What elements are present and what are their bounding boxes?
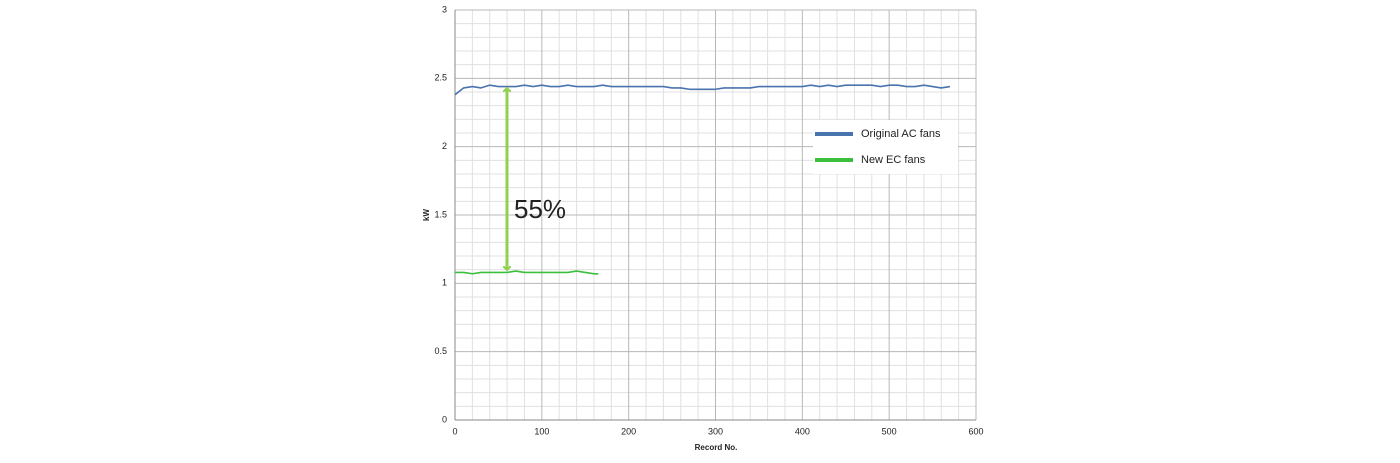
data-line <box>454 84 951 96</box>
y-tick-label: 1.5 <box>434 209 447 219</box>
annotation: 55% <box>514 194 566 224</box>
x-tick-label: 400 <box>795 426 810 436</box>
x-tick-label: 0 <box>452 426 457 436</box>
x-tick-label: 300 <box>708 426 723 436</box>
x-axis-label: Record No. <box>695 443 738 452</box>
x-tick-label: 200 <box>621 426 636 436</box>
y-tick-label: 2 <box>442 141 447 151</box>
y-tick-label: 0.5 <box>434 346 447 356</box>
legend: Original AC fans New EC fans <box>813 120 958 174</box>
y-tick-label: 0 <box>442 414 447 424</box>
legend-label: New EC fans <box>861 154 926 166</box>
legend-label: Original AC fans <box>861 128 941 140</box>
x-tick-label: 100 <box>534 426 549 436</box>
y-tick-label: 2.5 <box>434 73 447 83</box>
plot <box>454 84 951 275</box>
x-tick-label: 500 <box>882 426 897 436</box>
x-tick-label: 600 <box>968 426 983 436</box>
y-tick-label: 3 <box>442 4 447 14</box>
data-line <box>455 270 599 275</box>
legend-box <box>813 120 958 174</box>
y-tick-label: 1 <box>442 278 447 288</box>
y-axis-label: kW <box>422 209 431 221</box>
